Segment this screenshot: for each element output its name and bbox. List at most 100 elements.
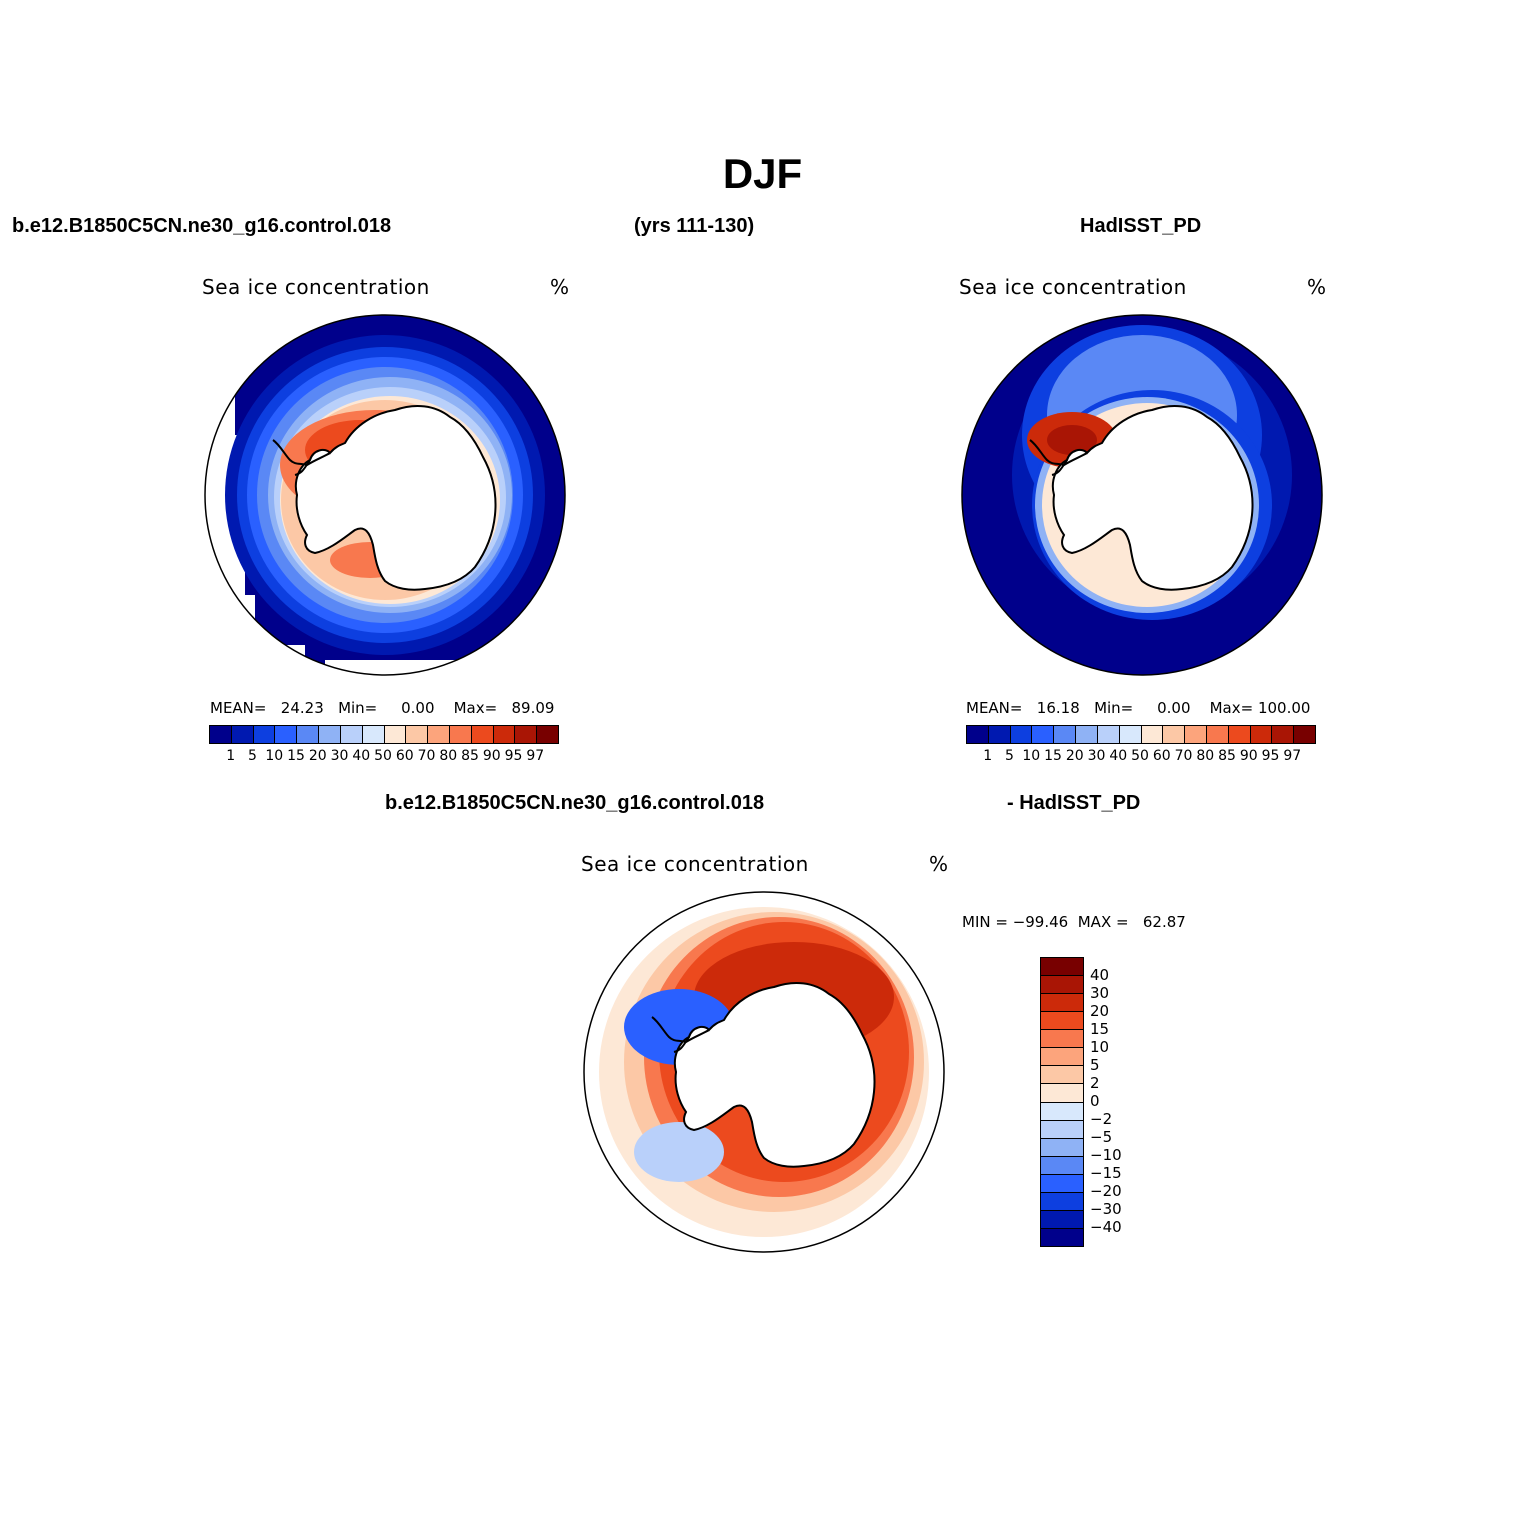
panel2-stats: MEAN= 16.18 Min= 0.00 Max= 100.00 xyxy=(966,699,1311,717)
diff-colorbar-tick-label: 2 xyxy=(1090,1074,1100,1092)
panel2-units: % xyxy=(1307,275,1327,299)
panel2-colorbar xyxy=(966,725,1316,744)
diff-colorbar-ticks: 40 30 20 15 10 5 2 0 −2 −5 −10 −15 −20 −30 −40 xyxy=(1090,957,1150,1247)
panel2-colorbar-tick-label: 70 xyxy=(1174,748,1193,764)
panel1-colorbar-swatch xyxy=(384,726,407,743)
panel3-map xyxy=(583,891,945,1253)
panel1-colorbar-swatch xyxy=(231,726,254,743)
diff-colorbar-tick-label: 0 xyxy=(1090,1092,1100,1110)
diff-colorbar-swatch xyxy=(1041,1156,1083,1175)
panel1-colorbar-swatch xyxy=(297,726,320,743)
panel2-colorbar-swatch xyxy=(1250,726,1273,743)
panel1-colorbar-swatch xyxy=(449,726,472,743)
diff-colorbar-tick-label: 5 xyxy=(1090,1056,1100,1074)
diff-colorbar-tick-label: 10 xyxy=(1090,1038,1110,1056)
panel2-title: Sea ice concentration xyxy=(959,275,1187,299)
obs-name-header: HadISST_PD xyxy=(1080,215,1202,237)
panel2-colorbar-swatch xyxy=(967,726,989,743)
diff-colorbar-swatch xyxy=(1041,1030,1083,1049)
diff-colorbar-swatch xyxy=(1041,958,1083,977)
panel1-colorbar-tick-label: 90 xyxy=(482,748,501,764)
panel2-colorbar-swatch xyxy=(1032,726,1055,743)
diff-colorbar-tick-label: 40 xyxy=(1090,966,1110,984)
panel1-colorbar-tick-label: 10 xyxy=(265,748,284,764)
panel1-colorbar-tick-label: 95 xyxy=(504,748,523,764)
panel1-stats: MEAN= 24.23 Min= 0.00 Max= 89.09 xyxy=(210,699,555,717)
case-name-header: b.e12.B1850C5CN.ne30_g16.control.018 xyxy=(12,215,392,237)
panel1-colorbar-swatch xyxy=(362,726,385,743)
panel1-colorbar-tick-label: 40 xyxy=(352,748,371,764)
panel2-colorbar-swatch xyxy=(1076,726,1098,743)
panel1-colorbar-swatch xyxy=(515,726,538,743)
diff-case-header: b.e12.B1850C5CN.ne30_g16.control.018 xyxy=(385,792,765,814)
diff-colorbar-swatch xyxy=(1041,1012,1083,1031)
diff-colorbar-swatch xyxy=(1041,1048,1083,1067)
diff-colorbar-swatch xyxy=(1041,1120,1083,1139)
panel2-colorbar-swatch xyxy=(1206,726,1229,743)
panel2-colorbar-swatch xyxy=(1010,726,1033,743)
panel1-colorbar-tick-label: 20 xyxy=(308,748,327,764)
panel2-colorbar-swatch xyxy=(1272,726,1295,743)
panel1-colorbar-swatch xyxy=(493,726,516,743)
panel1-map xyxy=(204,314,566,676)
diff-colorbar-swatch xyxy=(1041,1138,1083,1157)
panel2-colorbar-swatch xyxy=(988,726,1011,743)
panel2-colorbar-swatch xyxy=(1054,726,1077,743)
panel2-colorbar-tick-label: 80 xyxy=(1196,748,1215,764)
panel2-colorbar-tick-label: 30 xyxy=(1087,748,1106,764)
panel1-colorbar-tick-label: 50 xyxy=(374,748,392,764)
panel2-colorbar-tick-label: 20 xyxy=(1065,748,1084,764)
panel2-colorbar-tick-label: 15 xyxy=(1044,748,1062,764)
panel2-colorbar-tick-label: 95 xyxy=(1261,748,1280,764)
diff-colorbar xyxy=(1040,957,1084,1247)
diff-colorbar-swatch xyxy=(1041,976,1083,995)
panel1-colorbar-swatch xyxy=(537,726,558,743)
panel1-colorbar-tick-label: 5 xyxy=(248,748,257,764)
panel1-colorbar-swatch xyxy=(471,726,494,743)
panel1-units: % xyxy=(550,275,570,299)
diff-colorbar-swatch xyxy=(1041,994,1083,1013)
panel1-colorbar-swatch xyxy=(210,726,232,743)
panel2-colorbar-tick-label: 50 xyxy=(1131,748,1149,764)
panel2-colorbar-swatch xyxy=(1185,726,1207,743)
panel1-colorbar-swatch xyxy=(319,726,341,743)
diff-colorbar-swatch xyxy=(1041,1210,1083,1229)
panel2-colorbar-tick-label: 90 xyxy=(1239,748,1258,764)
panel2-colorbar-swatch xyxy=(1119,726,1142,743)
panel1-colorbar-ticks: 1 5 10 15 20 30 40 50 60 70 80 85 90 95 97 xyxy=(209,748,559,768)
diff-colorbar-tick-label: −5 xyxy=(1090,1128,1113,1146)
panel1-colorbar-tick-label: 70 xyxy=(417,748,436,764)
panel2-colorbar-tick-label: 97 xyxy=(1283,748,1302,764)
diff-colorbar-swatch xyxy=(1041,1192,1083,1211)
panel1-colorbar-tick-label: 30 xyxy=(330,748,349,764)
diff-colorbar-tick-label: −2 xyxy=(1090,1110,1113,1128)
diff-colorbar-tick-label: −30 xyxy=(1090,1200,1122,1218)
panel2-colorbar-swatch xyxy=(1163,726,1186,743)
panel2-colorbar-tick-label: 60 xyxy=(1152,748,1171,764)
panel2-colorbar-tick-label: 1 xyxy=(983,748,993,764)
years-header: (yrs 111-130) xyxy=(634,215,755,237)
panel2-colorbar-tick-label: 10 xyxy=(1022,748,1041,764)
panel2-colorbar-ticks: 1 5 10 15 20 30 40 50 60 70 80 85 90 95 97 xyxy=(966,748,1316,768)
diff-colorbar-tick-label: −40 xyxy=(1090,1218,1122,1236)
panel2-colorbar-swatch xyxy=(1141,726,1164,743)
panel1-colorbar xyxy=(209,725,559,744)
diff-colorbar-tick-label: 20 xyxy=(1090,1002,1110,1020)
panel2-colorbar-tick-label: 85 xyxy=(1218,748,1236,764)
main-title: DJF xyxy=(722,150,803,197)
diff-colorbar-tick-label: 30 xyxy=(1090,984,1110,1002)
diff-colorbar-swatch xyxy=(1041,1228,1083,1246)
panel1-colorbar-tick-label: 60 xyxy=(395,748,414,764)
panel2-colorbar-swatch xyxy=(1294,726,1315,743)
panel1-colorbar-swatch xyxy=(406,726,429,743)
panel1-title: Sea ice concentration xyxy=(202,275,430,299)
diff-colorbar-swatch xyxy=(1041,1066,1083,1085)
panel1-colorbar-tick-label: 97 xyxy=(526,748,545,764)
panel1-colorbar-swatch xyxy=(340,726,363,743)
diff-colorbar-tick-label: −15 xyxy=(1090,1164,1122,1182)
panel1-colorbar-swatch xyxy=(253,726,276,743)
panel3-title: Sea ice concentration xyxy=(581,852,809,876)
panel1-colorbar-tick-label: 85 xyxy=(461,748,479,764)
panel2-colorbar-swatch xyxy=(1097,726,1120,743)
diff-colorbar-swatch xyxy=(1041,1174,1083,1193)
